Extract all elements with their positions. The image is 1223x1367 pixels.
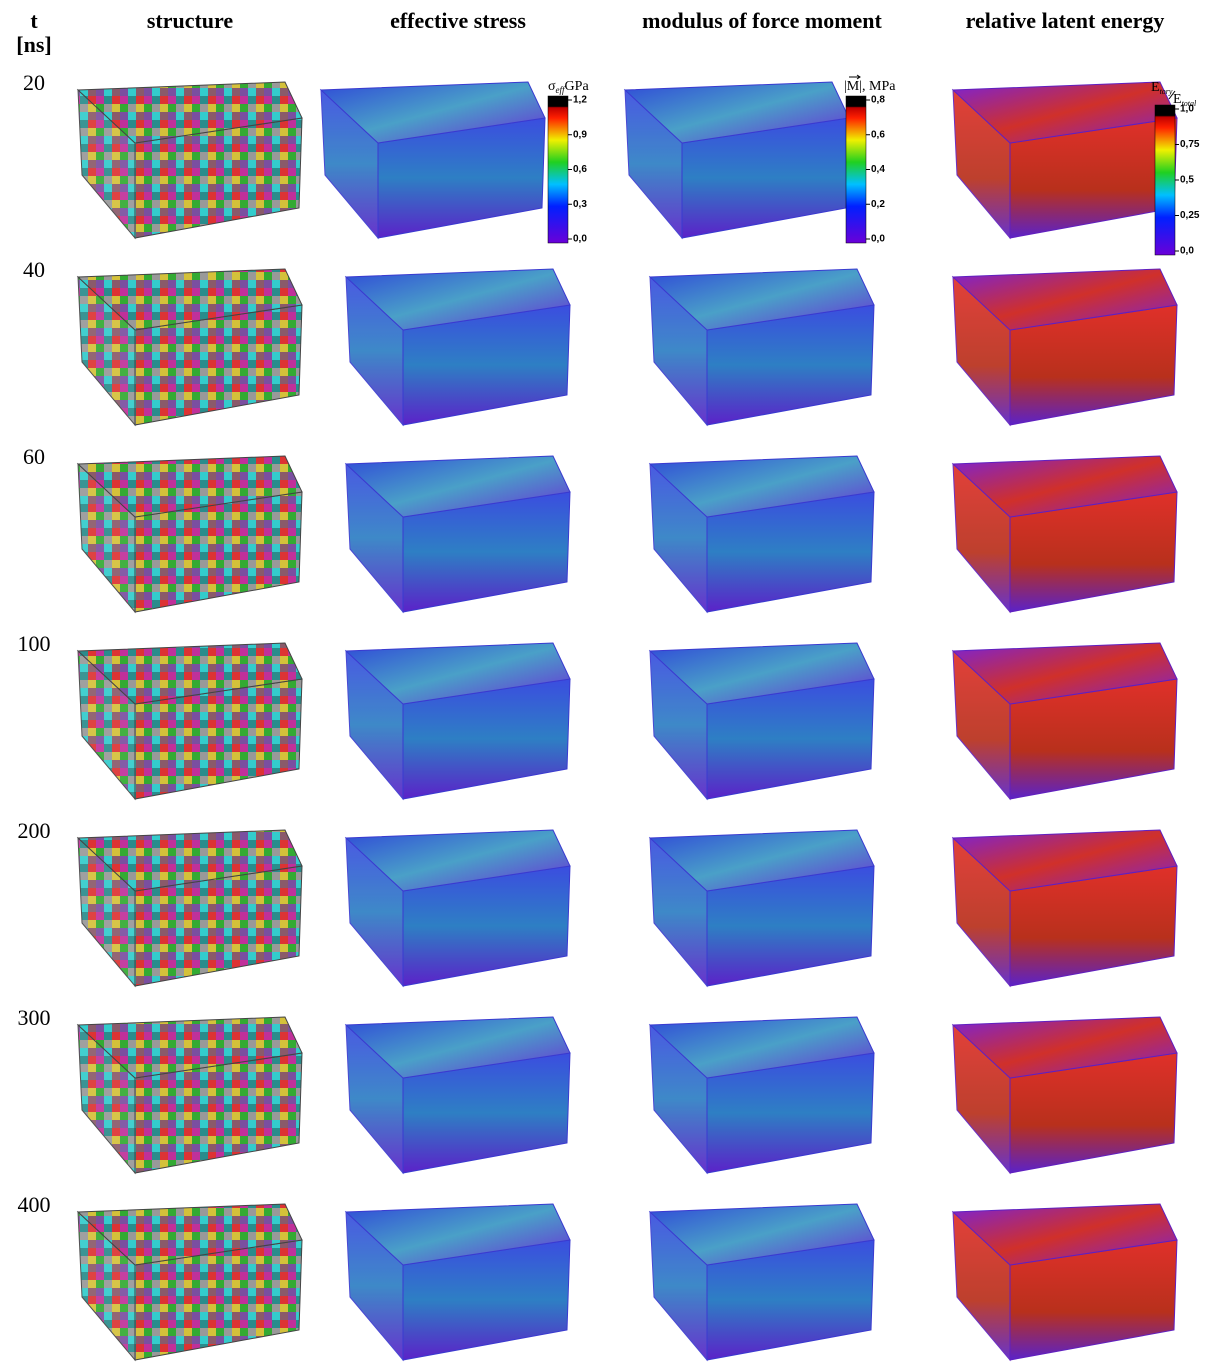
colorbar-denominator: Etotal bbox=[1173, 92, 1197, 108]
colorbar-tick-label: 0,9 bbox=[573, 129, 587, 140]
colorbar-tick-label: 0,3 bbox=[573, 199, 587, 210]
row-label: 400 bbox=[18, 1192, 51, 1217]
page: t [ns] structure effective stress modulus … bbox=[0, 0, 1223, 1367]
column-header: modulus of force moment bbox=[642, 8, 882, 33]
colorbar-tick-label: 0,4 bbox=[871, 164, 885, 175]
column-header: relative latent energy bbox=[966, 8, 1165, 33]
colorbar-tick-label: 0,0 bbox=[573, 234, 587, 245]
row-label: 60 bbox=[23, 444, 45, 469]
colorbar-tick-label: 0,2 bbox=[871, 199, 885, 210]
cells bbox=[78, 82, 1177, 1360]
colorbar-tick-label: 0,75 bbox=[1180, 139, 1200, 150]
colorbar-tick-label: 0,25 bbox=[1180, 210, 1200, 221]
row-label: 200 bbox=[18, 818, 51, 843]
colorbar-tick-label: 0,0 bbox=[1180, 246, 1194, 257]
colorbar-title: σeffGPa bbox=[548, 79, 589, 95]
denominator: E bbox=[1173, 92, 1182, 107]
colorbar-tick-label: 0,6 bbox=[573, 164, 587, 175]
numerator: E bbox=[1151, 80, 1160, 95]
colorbar bbox=[1155, 105, 1175, 255]
row-label: 40 bbox=[23, 257, 45, 282]
denominator-sub: total bbox=[1182, 99, 1197, 108]
column-header: structure bbox=[147, 8, 234, 33]
colorbar-tick-label: 0,8 bbox=[871, 95, 885, 106]
numerator-sub: tory bbox=[1160, 87, 1173, 96]
colorbar-title: |M|, MPa bbox=[844, 79, 896, 94]
colorbar bbox=[548, 96, 568, 243]
colorbar-tick-label: 0,5 bbox=[1180, 175, 1194, 186]
time-label: t bbox=[30, 8, 38, 33]
row-label: 20 bbox=[23, 70, 45, 95]
colorbar-tick-label: 0,0 bbox=[871, 234, 885, 245]
row-label: 100 bbox=[18, 631, 51, 656]
column-header: effective stress bbox=[390, 8, 526, 33]
colorbar-tick-label: 1,2 bbox=[573, 95, 587, 106]
row-label: 300 bbox=[18, 1005, 51, 1030]
colorbar-numerator: Etory bbox=[1151, 80, 1173, 96]
colorbar bbox=[846, 96, 866, 243]
unit: GPa bbox=[565, 79, 590, 94]
colorbar-tick-label: 0,6 bbox=[871, 129, 885, 140]
figure: t [ns] structure effective stress modulus … bbox=[0, 0, 1223, 1367]
time-unit: [ns] bbox=[16, 32, 51, 57]
